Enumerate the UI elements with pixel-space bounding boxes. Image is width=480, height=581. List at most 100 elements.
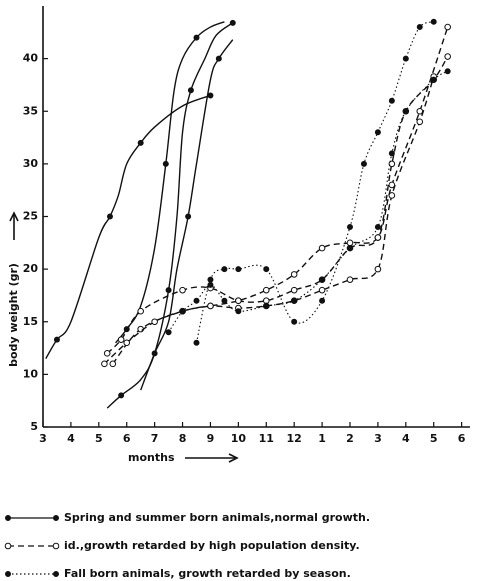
x-axis-label: months bbox=[128, 451, 175, 464]
legend-label: Fall born animals, growth retarded by se… bbox=[64, 567, 351, 580]
marker bbox=[374, 129, 381, 136]
y-tick-label: 5 bbox=[30, 420, 38, 433]
x-tick-label: 10 bbox=[231, 432, 247, 445]
marker bbox=[319, 297, 326, 304]
x-tick-label: 4 bbox=[402, 432, 410, 445]
marker bbox=[262, 297, 270, 305]
series-line bbox=[195, 21, 434, 343]
marker bbox=[187, 87, 194, 94]
marker bbox=[430, 76, 437, 83]
marker bbox=[221, 266, 228, 273]
marker bbox=[185, 213, 192, 220]
marker bbox=[221, 297, 228, 304]
y-tick-label: 10 bbox=[23, 367, 39, 380]
series-line bbox=[115, 21, 225, 344]
x-arrow-head bbox=[228, 453, 239, 463]
x-tick-label: 3 bbox=[39, 432, 47, 445]
marker bbox=[193, 297, 200, 304]
marker bbox=[207, 281, 214, 288]
marker bbox=[290, 286, 298, 294]
marker bbox=[346, 245, 353, 252]
x-tick-label: 7 bbox=[151, 432, 159, 445]
x-tick-label: 4 bbox=[67, 432, 75, 445]
legend-marker bbox=[4, 542, 12, 550]
y-tick-label: 35 bbox=[23, 104, 38, 117]
marker bbox=[103, 350, 111, 357]
marker bbox=[388, 192, 396, 199]
marker bbox=[290, 271, 298, 278]
marker bbox=[137, 139, 144, 146]
y-axis-label: body weight (gr) bbox=[7, 263, 20, 367]
x-tick-label: 11 bbox=[259, 432, 274, 445]
marker bbox=[291, 297, 298, 304]
marker bbox=[123, 339, 131, 347]
series-line bbox=[45, 94, 211, 359]
marker bbox=[151, 318, 158, 326]
marker bbox=[318, 244, 326, 252]
y-tick-label: 25 bbox=[23, 210, 38, 223]
x-tick-label: 5 bbox=[95, 432, 103, 445]
marker bbox=[229, 19, 236, 26]
marker bbox=[416, 107, 424, 115]
legend-label: id.,growth retarded by high population d… bbox=[64, 539, 360, 552]
marker bbox=[319, 276, 326, 283]
y-tick-label: 15 bbox=[23, 315, 38, 328]
series-line bbox=[112, 26, 449, 365]
marker bbox=[207, 276, 214, 283]
marker bbox=[109, 360, 117, 368]
y-arrow-head bbox=[9, 211, 19, 222]
marker bbox=[165, 287, 172, 294]
x-tick-label: 8 bbox=[179, 432, 187, 445]
legend-marker bbox=[53, 571, 59, 577]
marker bbox=[215, 55, 222, 62]
marker bbox=[193, 34, 200, 41]
marker bbox=[416, 118, 424, 126]
series-line bbox=[106, 56, 449, 354]
marker bbox=[165, 329, 172, 336]
marker bbox=[402, 108, 409, 115]
legend-label: Spring and summer born animals,normal gr… bbox=[64, 511, 370, 524]
marker bbox=[207, 92, 214, 99]
x-tick-label: 5 bbox=[430, 432, 438, 445]
x-tick-label: 6 bbox=[458, 432, 466, 445]
marker bbox=[346, 276, 354, 283]
marker bbox=[444, 68, 451, 75]
marker bbox=[137, 307, 144, 315]
marker bbox=[235, 297, 242, 305]
marker bbox=[193, 339, 200, 346]
marker bbox=[374, 234, 382, 241]
marker bbox=[263, 302, 270, 309]
marker bbox=[179, 286, 186, 294]
marker bbox=[430, 18, 437, 25]
marker bbox=[444, 53, 451, 60]
marker bbox=[235, 308, 242, 315]
x-tick-label: 9 bbox=[207, 432, 215, 445]
marker bbox=[291, 318, 298, 325]
marker bbox=[374, 224, 381, 231]
marker bbox=[262, 286, 270, 294]
legend-marker bbox=[53, 515, 59, 521]
x-tick-label: 2 bbox=[346, 432, 354, 445]
marker bbox=[360, 160, 367, 167]
x-tick-label: 3 bbox=[374, 432, 382, 445]
x-tick-label: 1 bbox=[318, 432, 326, 445]
marker bbox=[117, 336, 125, 343]
marker bbox=[346, 224, 353, 231]
series-line bbox=[106, 22, 234, 409]
marker bbox=[162, 160, 169, 167]
legend-marker bbox=[52, 542, 60, 550]
marker bbox=[101, 360, 108, 368]
marker bbox=[118, 392, 125, 399]
marker bbox=[151, 350, 158, 357]
marker bbox=[318, 286, 326, 294]
y-tick-label: 40 bbox=[23, 52, 39, 65]
marker bbox=[388, 150, 395, 157]
marker bbox=[207, 302, 214, 310]
x-tick-label: 12 bbox=[287, 432, 302, 445]
y-tick-label: 20 bbox=[23, 262, 39, 275]
y-tick-label: 30 bbox=[23, 157, 39, 170]
marker bbox=[106, 213, 113, 220]
marker bbox=[402, 55, 409, 62]
marker bbox=[346, 239, 354, 247]
legend-marker bbox=[5, 515, 11, 521]
